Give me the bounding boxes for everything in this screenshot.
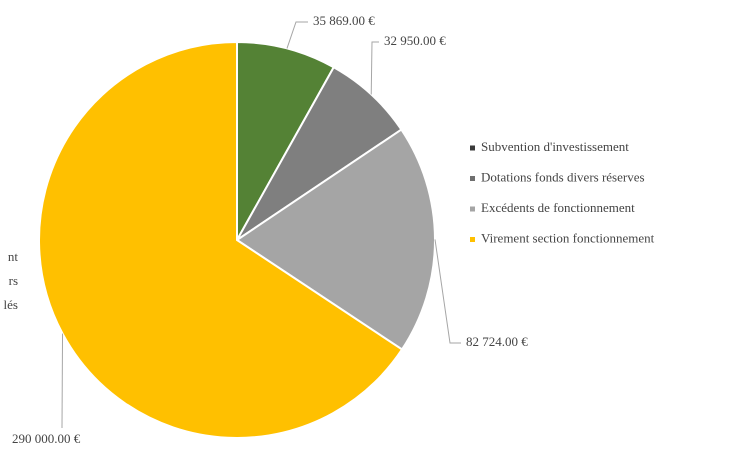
legend-marker (470, 237, 475, 242)
legend-label: Dotations fonds divers réserves (481, 169, 645, 184)
legend-label: Excédents de fonctionnement (481, 200, 635, 215)
leader-line (434, 239, 461, 344)
annotation: lés (4, 297, 18, 312)
data-label: 82 724.00 € (466, 334, 528, 349)
leader-line (370, 41, 379, 95)
pie-slice (236, 40, 336, 244)
annotation: nt (8, 249, 19, 264)
annotation: rs (9, 273, 18, 288)
legend-marker (470, 176, 475, 181)
legend-marker (470, 145, 475, 151)
data-label: 35 869.00 € (313, 13, 375, 28)
pie-slice (235, 128, 436, 351)
legend-marker (470, 206, 475, 212)
leader-line (61, 333, 64, 429)
legend-label: Subvention d'investissement (481, 139, 629, 154)
data-label: 290 000.00 € (12, 431, 81, 446)
data-label: 32 950.00 € (384, 33, 446, 48)
legend-label: Virement section fonctionnement (481, 230, 655, 245)
leader-line (286, 21, 308, 49)
